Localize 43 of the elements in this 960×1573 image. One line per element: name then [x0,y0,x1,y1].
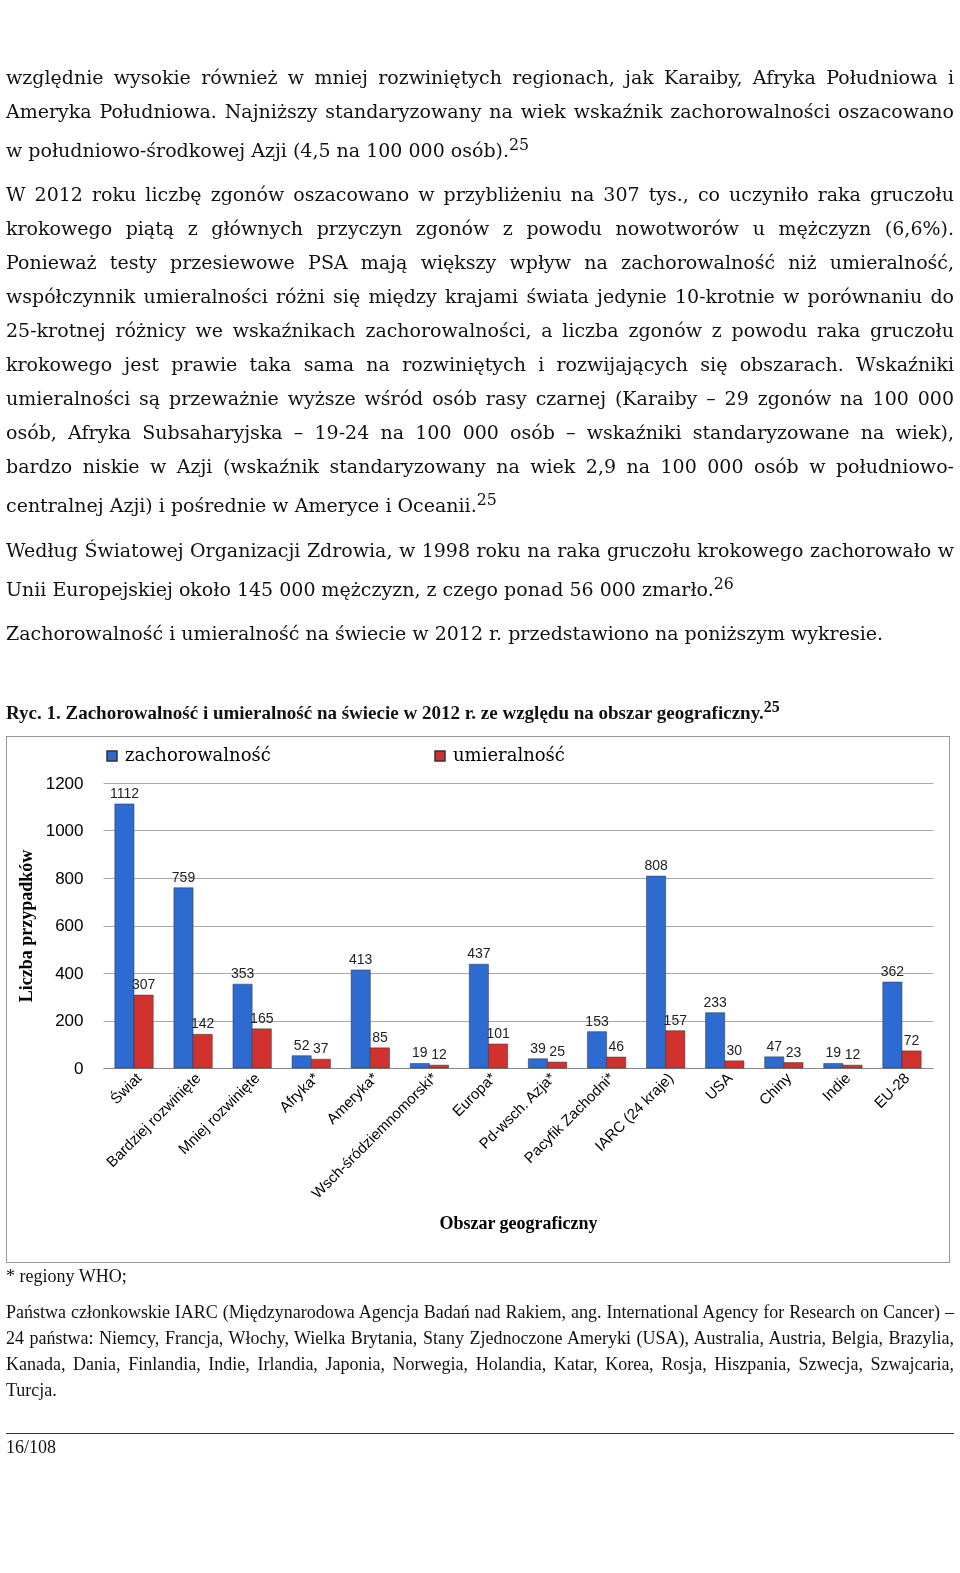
data-label: 19 [412,1044,428,1061]
y-tick-label: 0 [74,1058,84,1078]
data-label: 759 [171,869,196,886]
text: * regiony WHO; [6,1265,128,1289]
y-tick-label: 400 [55,963,84,983]
data-label: 85 [372,1029,388,1046]
y-axis-title: Liczba przypadków [15,850,36,1003]
x-tick-label: USA [701,1069,736,1104]
data-label: 30 [726,1042,743,1059]
data-label: 233 [703,993,728,1010]
data-label: 19 [825,1044,842,1061]
chart-title: Ryc. 1. Zachorowalność i umieralność na świecie w 2012 r. ze względu na obszar geograficzny.$^{25}$ [6,697,781,726]
data-label: 808 [644,857,668,874]
data-label: 12 [431,1046,447,1063]
data-label: 437 [467,945,491,962]
data-label: 413 [349,951,373,968]
y-tick-label: 200 [55,1011,84,1031]
data-label: 1112 [109,785,140,802]
data-label: 47 [766,1038,783,1055]
text: 16/108 [6,1433,954,1461]
x-axis-title: Obszar geograficzny [439,1213,598,1234]
y-tick-label: 1000 [45,821,84,841]
data-label: 23 [785,1043,802,1060]
y-tick-label: 600 [55,916,84,936]
legend-label: zachorowalność [125,744,271,766]
data-label: 37 [313,1040,329,1057]
text: W 2012 roku liczbę zgonów oszacowano w przybliżeniu na 307 tys., co uczyniło raka gruczołu krokowego piątą z głównych przyczyn zgonów z powodu nowotworów u mężczyzn (6,6%). Ponieważ testy przesiewowe PSA mają większy wpływ na zachorowalność niż umieralność, współczynnik umieralności różni się między krajami świata jedynie 10-krotnie w porównaniu do 25-krotnej różnicy we wskaźnikach zachorowalności, a liczba zgonów z powodu raka gruczołu krokowego jest prawie taka sama na rozwiniętych i rozwijających się obszarach. Wskaźniki umieralności są przeważnie wyższe wśród osób rasy czarnej (Karaiby – 29 zgonów na 100 000 osób, Afryka Subsaharyjska – 19-24 na 100 000 osób – wskaźniki standaryzowane na wiek), bardzo niskie w Azji (wskaźnik standaryzowany na wiek 2,9 na 100 000 osób w południowo-centralnej Azji) i pośrednie w Ameryce i Oceanii.$^{25}$ [6,183,954,517]
y-tick-label: 800 [55,868,84,888]
data-label: 52 [293,1036,310,1053]
text: względnie wysokie również w mniej rozwiniętych regionach, jak Karaiby, Afryka Południowa i Ameryka Południowa. Najniższy standaryzowany na wiek wskaźnik zachorowalności oszacowano w południowo-środkowej Azji (4,5 na 100 000 osób).$^{25}$ [6,65,954,164]
legend-label: umieralność [453,744,565,766]
data-label: 153 [585,1012,609,1029]
data-label: 46 [608,1038,625,1055]
text: Zachorowalność i umieralność na świecie w 2012 r. przedstawiono na poniższym wykresie. [6,621,885,646]
y-tick-label: 1200 [45,773,84,793]
text: Według Światowej Organizacji Zdrowia, w 1998 roku na raka gruczołu krokowego zachorowało w Unii Europejskiej około 145 000 mężczyzn, z czego ponad 56 000 zmarło.$^{26}$ [6,537,954,602]
data-label: 25 [549,1043,566,1060]
data-label: 72 [903,1032,920,1049]
data-label: 353 [230,965,255,982]
data-label: 362 [880,963,905,980]
data-label: 39 [530,1040,546,1057]
data-label: 12 [844,1046,861,1063]
text: Państwa członkowskie IARC (Międzynarodowa Agencja Badań nad Rakiem, ang. International Agency for Research on Cancer) – 24 państwa: Niemcy, Francja, Włochy, Wielka Brytania, Stany Zjednoczone Ameryki (USA), Australia, Austria, Belgia, Brazylia, Kanada, Dania, Finlandia, Indie, Irlandia, Japonia, Norwegia, Holandia, Katar, Korea, Rosja, Hiszpania, Szwecja, Szwajcaria, Turcja. [6,1301,954,1403]
